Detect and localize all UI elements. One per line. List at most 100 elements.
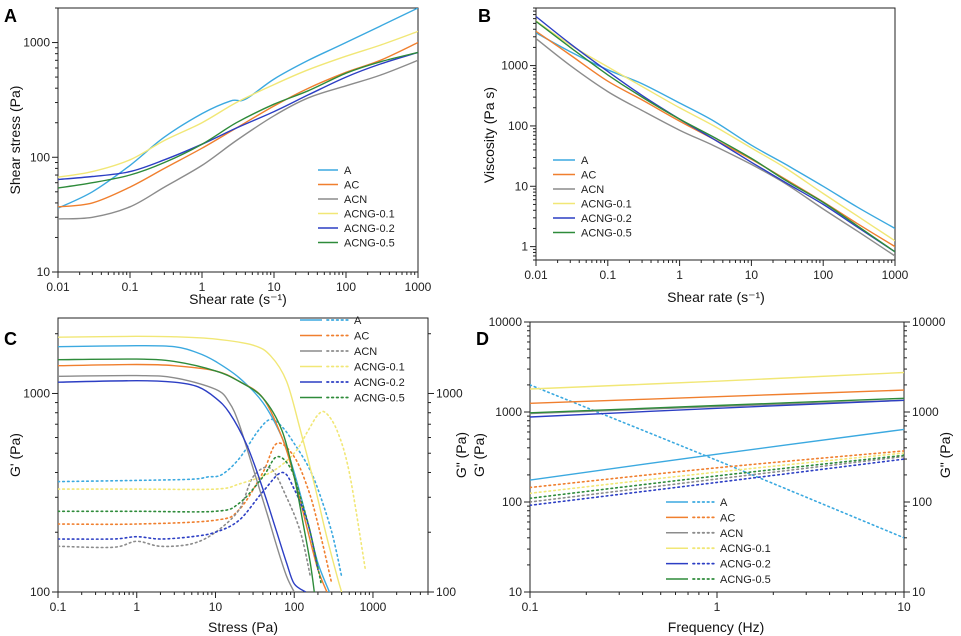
x-axis-label: Frequency (Hz) [668, 619, 764, 635]
y-tick-label: 10 [509, 585, 523, 599]
series-line-acng-01-gp [58, 335, 343, 592]
plot-frame [535, 7, 896, 261]
series-group [58, 335, 367, 592]
y-tick-label: 100 [30, 150, 50, 164]
y-tick-label: 1 [521, 240, 528, 254]
series-line-acng-05 [58, 51, 418, 189]
x-axis-unit: (s⁻¹) [258, 291, 286, 307]
y-tick-label: 1000 [23, 36, 50, 50]
legend: A AC ACN ACNG-0.1 ACNG-0.2 ACNG-0.5 [666, 497, 771, 586]
legend-label: ACNG-0.1 [581, 199, 632, 211]
x-axis-label: Shear rate (s⁻¹) [667, 289, 765, 305]
legend-label: AC [720, 512, 735, 524]
x-tick-label: 1000 [405, 280, 432, 294]
series-line-a-gpp [58, 418, 343, 578]
series-line-acng-01-gpp [530, 452, 904, 495]
x-tick-label: 1 [676, 268, 683, 282]
y-tick-label: 1000 [501, 59, 528, 73]
y-tick-label: 10 [515, 179, 529, 193]
series-line-acng-02-gpp [530, 458, 904, 507]
chart-panel-a: 0.01 0.1 1 10 100 1000 10 100 1000 A AC ACN ACNG-0.1… [4, 6, 432, 307]
series-group [530, 371, 904, 539]
series-line-a [536, 32, 895, 230]
series-line-acng-02-gp [530, 399, 904, 418]
legend-label: ACNG-0.5 [720, 574, 771, 586]
series-line-ac-gpp [58, 442, 333, 585]
y-axis-label: G' (Pa) [7, 433, 23, 477]
legend-label: ACNG-0.1 [720, 543, 771, 555]
x-tick-label: 10 [267, 280, 281, 294]
y2-tick-label: 100 [436, 585, 456, 599]
y-tick-label: 1000 [495, 405, 522, 419]
series-line-acn-gpp [58, 466, 312, 578]
legend-label: AC [581, 170, 596, 182]
series-line-acn-gpp [530, 455, 904, 503]
series-line-ac-gpp [530, 450, 904, 489]
series-group [58, 8, 418, 220]
x-tick-label: 10 [897, 600, 911, 614]
legend-label: ACN [720, 528, 743, 540]
x-tick-label: 100 [813, 268, 833, 282]
x-tick-label: 100 [336, 280, 356, 294]
series-line-acng-02 [536, 15, 895, 253]
series-line-acng-05-gp [58, 358, 315, 592]
legend: A AC ACN ACNG-0.1 ACNG-0.2 ACNG-0.5 [553, 155, 632, 240]
legend-label: A [344, 165, 352, 177]
series-line-a-gpp [530, 384, 904, 539]
plot-frame [57, 317, 429, 593]
legend-label: ACNG-0.5 [581, 228, 632, 240]
x-tick-label: 1 [714, 600, 721, 614]
x-tick-label: 0.1 [522, 600, 539, 614]
legend-label: ACNG-0.2 [720, 559, 771, 571]
legend-label: ACNG-0.2 [581, 213, 632, 225]
series-line-acng-02 [58, 51, 418, 181]
series-line-acng-05-gp [530, 397, 904, 414]
panel-label: B [478, 6, 491, 26]
series-line-acng-01 [536, 20, 895, 242]
y-tick-label: 10 [37, 265, 51, 279]
x-tick-label: 0.1 [50, 600, 67, 614]
legend-label: ACNG-0.2 [354, 377, 405, 389]
series-line-acn [536, 38, 895, 257]
series-line-ac-gp [58, 363, 328, 592]
y2-tick-label: 1000 [912, 405, 939, 419]
series-line-acng-01-gp [530, 371, 904, 390]
legend-label: ACNG-0.1 [344, 209, 395, 221]
legend-label: A [720, 497, 728, 509]
y-tick-label: 1000 [23, 386, 50, 400]
legend: A AC ACN ACNG-0.1 ACNG-0.2 ACNG-0.5 [318, 165, 395, 250]
y-axis-label: Shear stress (Pa) [7, 86, 23, 195]
series-line-a-gp [58, 344, 331, 592]
panel-label: D [476, 329, 489, 349]
x-tick-label: 0.1 [599, 268, 616, 282]
legend-label: ACNG-0.1 [354, 362, 405, 374]
x-axis-label: Shear rate (s⁻¹) [189, 291, 287, 307]
series-line-acn [58, 59, 418, 220]
x-tick-label: 1 [133, 600, 140, 614]
series-line-acng-02-gpp [58, 471, 319, 571]
legend-label: ACNG-0.2 [344, 223, 395, 235]
legend-label: AC [354, 331, 369, 343]
y-tick-label: 100 [30, 585, 50, 599]
y2-tick-label: 10 [912, 585, 926, 599]
x-tick-label: 1000 [360, 600, 387, 614]
chart-panel-b: 0.01 0.1 1 10 100 1000 1 10 100 1000 A AC ACN ACNG-0.… [478, 6, 909, 305]
legend-label: ACN [344, 194, 367, 206]
series-line-a-gp [530, 428, 904, 481]
y-tick-label: 10000 [489, 315, 523, 329]
x-tick-label: 100 [284, 600, 304, 614]
series-line-ac-gp [530, 389, 904, 404]
y-axis-label: Viscosity (Pa s) [481, 87, 497, 183]
legend-label: A [581, 155, 589, 167]
series-line-acng-05-gpp [58, 455, 322, 585]
legend-label: ACNG-0.5 [344, 238, 395, 250]
x-tick-label: 10 [209, 600, 223, 614]
series-line-acng-05-gpp [530, 454, 904, 500]
x-tick-label: 0.01 [524, 268, 548, 282]
x-tick-label: 1 [199, 280, 206, 294]
series-line-a [58, 8, 418, 209]
series-line-acng-01-gpp [58, 410, 367, 571]
x-axis-label: Stress (Pa) [208, 619, 278, 635]
y2-axis-label: G" (Pa) [937, 432, 953, 478]
